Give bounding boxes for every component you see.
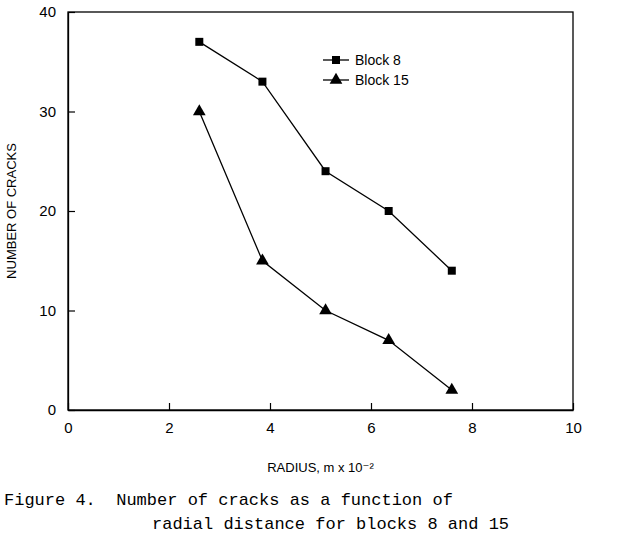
y-tick-label: 10 xyxy=(39,302,56,319)
x-tick-label: 0 xyxy=(64,419,72,436)
y-tick-mark xyxy=(68,211,75,212)
y-axis-title: NUMBER OF CRACKS xyxy=(4,143,19,279)
series-line xyxy=(199,112,451,391)
y-tick-mark xyxy=(68,12,75,13)
y-tick-mark xyxy=(68,410,75,411)
x-tick-label: 6 xyxy=(367,419,375,436)
caption: radial distance for blocks 8 and 15 xyxy=(152,515,509,534)
data-layer xyxy=(193,38,458,394)
x-axis-line xyxy=(69,410,574,411)
y-tick: 0 xyxy=(48,401,75,418)
y-axis: 0 10 20 30 40 xyxy=(39,3,75,418)
y-tick-label: 40 xyxy=(39,3,56,20)
x-tick: 10 xyxy=(565,403,582,436)
series-marker xyxy=(256,253,269,264)
caption: Figure 4. Number of cracks as a function… xyxy=(4,491,453,510)
y-tick-label: 30 xyxy=(39,103,56,120)
y-tick-mark xyxy=(68,310,75,311)
x-tick-mark xyxy=(573,403,574,410)
legend-label: Block 15 xyxy=(355,72,409,88)
x-axis: 0 2 4 6 8 10 xyxy=(64,403,582,436)
series-marker xyxy=(193,104,206,115)
y-tick: 40 xyxy=(39,3,75,20)
y-tick-label: 20 xyxy=(39,202,56,219)
x-tick-mark xyxy=(270,403,271,410)
x-axis-title: RADIUS, m x 10⁻² xyxy=(267,460,374,475)
legend-label: Block 8 xyxy=(355,52,401,68)
x-tick-label: 8 xyxy=(468,419,476,436)
x-tick-mark xyxy=(371,403,372,410)
y-tick: 30 xyxy=(39,103,75,120)
series-line xyxy=(199,42,451,271)
chart: 0 2 4 6 8 10 0 10 20 30 40 Block 8 Block 15 NUMBER OF… xyxy=(0,0,632,545)
series-marker xyxy=(448,267,456,275)
plot-frame xyxy=(68,12,573,410)
legend-item: Block 8 xyxy=(323,52,401,68)
x-tick-mark xyxy=(169,403,170,410)
series-marker xyxy=(382,333,395,344)
legend-swatch-marker xyxy=(332,56,340,64)
y-tick-label: 0 xyxy=(48,401,56,418)
x-tick-label: 10 xyxy=(565,419,582,436)
x-tick: 8 xyxy=(468,403,476,436)
series-marker xyxy=(319,303,332,314)
series-marker xyxy=(385,207,393,215)
plot: 0 2 4 6 8 10 0 10 20 30 40 Block 8 Block 15 xyxy=(39,3,582,435)
series-marker xyxy=(195,38,203,46)
series-marker xyxy=(445,383,458,394)
x-tick: 2 xyxy=(165,403,173,436)
legend: Block 8 Block 15 xyxy=(323,52,409,88)
x-tick-label: 2 xyxy=(165,419,173,436)
series-marker xyxy=(258,78,266,86)
y-tick-mark xyxy=(68,111,75,112)
legend-swatch-marker xyxy=(330,73,343,84)
legend-item: Block 15 xyxy=(323,72,409,88)
x-tick-label: 4 xyxy=(266,419,274,436)
x-tick: 4 xyxy=(266,403,274,436)
y-tick: 10 xyxy=(39,302,75,319)
series-marker xyxy=(322,167,330,175)
x-tick: 6 xyxy=(367,403,375,436)
x-tick-mark xyxy=(472,403,473,410)
y-tick: 20 xyxy=(39,202,75,219)
